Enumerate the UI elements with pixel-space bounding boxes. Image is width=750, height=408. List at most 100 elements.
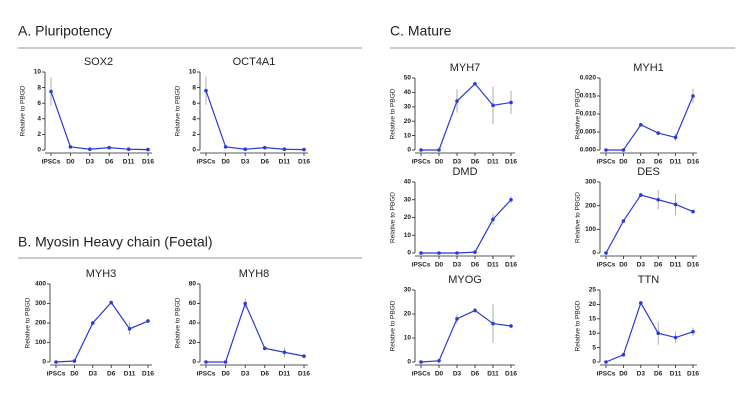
data-point	[419, 360, 423, 364]
y-tick-label: 0.015	[580, 93, 597, 100]
x-tick-label: D16	[687, 371, 699, 378]
data-point	[473, 81, 477, 86]
x-tick-label: iPSCs	[197, 159, 216, 166]
y-tick-label: 8	[192, 84, 196, 91]
y-tick-label: 10	[404, 132, 412, 139]
data-point	[263, 145, 267, 150]
x-tick-label: D11	[670, 159, 682, 166]
x-tick-label: D6	[471, 159, 480, 166]
y-tick-label: 0	[192, 359, 196, 366]
y-axis-label: Relative to PBGD	[575, 300, 582, 351]
data-point	[491, 217, 495, 222]
y-tick-label: 10	[404, 232, 412, 239]
data-point	[673, 335, 678, 340]
data-point	[107, 145, 111, 150]
y-tick-label: 40	[404, 179, 412, 186]
data-line	[420, 309, 512, 363]
x-tick-label: D16	[505, 371, 517, 378]
y-tick-label: 10	[404, 335, 412, 342]
data-point	[302, 354, 306, 358]
x-tick-label: D3	[637, 371, 646, 378]
data-point	[127, 327, 132, 331]
chart-title: MYH8	[239, 268, 270, 280]
section-title: B. Myosin Heavy chain (Foetal)	[18, 234, 213, 250]
x-tick-label: D3	[86, 159, 95, 166]
data-point	[656, 131, 660, 135]
y-tick-label: 0	[407, 359, 411, 366]
data-point	[455, 251, 459, 255]
chart-title: SOX2	[84, 56, 113, 68]
x-tick-label: D16	[142, 371, 154, 378]
y-tick-label: 0.010	[580, 111, 597, 118]
y-axis-label: Relative to PBGD	[25, 297, 32, 348]
y-tick-label: 30	[404, 196, 412, 203]
data-line	[421, 199, 512, 254]
data-point	[282, 147, 287, 152]
y-axis-label: Relative to PBGD	[575, 88, 582, 139]
data-point	[509, 100, 513, 105]
data-point	[243, 147, 247, 152]
x-tick-label: D11	[487, 262, 499, 269]
y-tick-label: 50	[404, 75, 412, 82]
data-line	[206, 301, 305, 363]
data-point	[419, 251, 423, 255]
chart-title: TTN	[638, 274, 659, 286]
x-tick-label: D3	[89, 371, 98, 378]
y-tick-label: 6	[37, 100, 41, 107]
x-tick-label: iPSCs	[42, 159, 61, 166]
x-tick-label: D3	[241, 371, 250, 378]
x-tick-label: D6	[261, 371, 270, 378]
x-tick-label: D0	[435, 262, 444, 269]
data-point	[223, 360, 228, 364]
y-tick-label: 0	[37, 147, 41, 154]
data-point	[604, 148, 608, 152]
x-tick-label: D0	[619, 371, 628, 378]
y-tick-label: 6	[192, 100, 196, 107]
y-tick-label: 0	[192, 147, 196, 154]
y-tick-label: 10	[589, 330, 597, 337]
y-tick-label: 30	[404, 104, 412, 111]
chart-title: OCT4A1	[233, 56, 276, 68]
data-line	[605, 194, 694, 254]
data-point	[204, 360, 208, 364]
x-tick-label: D0	[70, 371, 79, 378]
x-tick-label: D16	[298, 159, 310, 166]
y-axis-label: Relative to PBGD	[390, 88, 397, 139]
data-line	[421, 82, 512, 151]
data-point	[437, 148, 441, 152]
data-point	[509, 324, 513, 328]
data-point	[604, 360, 608, 364]
data-point	[473, 250, 477, 254]
data-point	[673, 202, 678, 207]
y-tick-label: 8	[37, 84, 41, 91]
data-line	[55, 301, 149, 363]
y-tick-label: 2	[37, 131, 41, 138]
data-point	[691, 329, 695, 334]
x-tick-label: iPSCs	[597, 371, 616, 378]
x-tick-label: D3	[637, 262, 646, 269]
x-tick-label: D11	[124, 371, 136, 378]
y-tick-label: 25	[589, 287, 597, 294]
x-tick-label: D0	[221, 371, 230, 378]
x-tick-label: D0	[619, 262, 628, 269]
data-point	[455, 317, 459, 321]
x-tick-label: D6	[654, 159, 663, 166]
y-tick-label: 300	[585, 179, 596, 186]
x-tick-label: iPSCs	[412, 262, 431, 269]
x-tick-label: D16	[142, 159, 154, 166]
x-tick-label: D16	[687, 262, 699, 269]
y-axis-label: Relative to PBGD	[390, 192, 397, 243]
y-tick-label: 4	[192, 116, 196, 123]
y-tick-label: 400	[35, 281, 46, 288]
x-tick-label: iPSCs	[412, 371, 431, 378]
data-point	[223, 145, 228, 149]
x-tick-label: D11	[487, 371, 499, 378]
data-point	[621, 148, 626, 152]
data-point	[621, 219, 626, 223]
chart-title: MYOG	[448, 274, 482, 286]
x-tick-label: D11	[123, 159, 135, 166]
data-point	[204, 88, 208, 93]
x-tick-label: D11	[279, 371, 291, 378]
data-point	[639, 301, 643, 305]
data-point	[146, 319, 150, 323]
